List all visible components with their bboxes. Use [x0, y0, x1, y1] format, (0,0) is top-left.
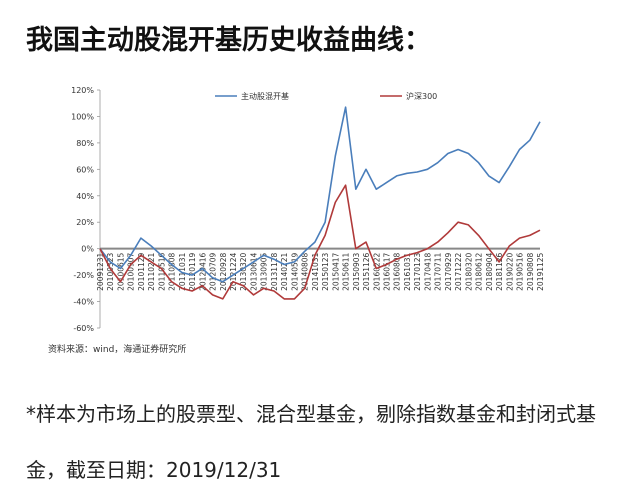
series-line	[99, 184, 541, 300]
y-tick-label: 20%	[76, 218, 94, 227]
y-tick-label: 80%	[76, 139, 94, 148]
y-tick-label: 120%	[71, 86, 94, 95]
x-tick-label: 20120709	[209, 252, 218, 290]
x-tick-label: 20130614	[249, 252, 258, 290]
y-tick-label: 100%	[71, 112, 94, 121]
y-tick-label: 60%	[76, 165, 94, 174]
x-tick-label: 20110516	[157, 252, 166, 290]
y-tick-label: 0%	[81, 245, 94, 254]
x-tick-label: 20140221	[280, 252, 289, 290]
x-tick-label: 20101129	[137, 252, 146, 290]
x-tick-label: 20161031	[403, 252, 412, 290]
heading: 我国主动股混开基历史收益曲线：	[26, 25, 431, 56]
x-tick-label: 20150903	[352, 252, 361, 290]
y-tick-label: 40%	[76, 192, 94, 201]
series-line	[99, 106, 541, 283]
y-tick-label: -40%	[73, 298, 94, 307]
x-tick-label: 20091231	[96, 252, 105, 290]
y-tick-label: -60%	[73, 324, 94, 333]
x-tick-label: 20170929	[444, 252, 453, 290]
x-tick-label: 20180612	[475, 252, 484, 290]
x-tick-label: 20111031	[178, 252, 187, 290]
x-tick-label: 20120416	[198, 252, 207, 290]
x-tick-label: 20160222	[372, 252, 381, 290]
x-tick-label: 20110221	[147, 252, 156, 290]
x-tick-label: 20120119	[188, 252, 197, 290]
x-tick-label: 20191125	[536, 252, 545, 290]
x-tick-label: 20141031	[311, 252, 320, 290]
x-tick-label: 20170711	[434, 252, 443, 290]
x-tick-label: 20160517	[383, 252, 392, 290]
x-tick-label: 20151126	[362, 252, 371, 290]
x-tick-label: 20170418	[423, 252, 432, 290]
x-tick-label: 20171222	[454, 252, 463, 290]
x-tick-label: 20150611	[342, 252, 351, 290]
legend-label: 主动股混开基	[241, 91, 289, 101]
x-tick-label: 20190516	[516, 252, 525, 290]
x-tick-label: 20120928	[219, 252, 228, 290]
x-tick-label: 20190220	[505, 252, 514, 290]
x-tick-label: 20100615	[116, 252, 125, 290]
x-tick-label: 20170123	[413, 252, 422, 290]
x-tick-label: 20150417	[331, 252, 340, 290]
chart: 资料来源：wind，海通证券研究所 -60% -40% -20% 0% 20% 40% 60…	[48, 86, 545, 355]
legend-label: 沪深300	[406, 91, 437, 101]
x-tick-label: 20100907	[127, 252, 136, 290]
x-tick-label: 20180320	[464, 252, 473, 290]
x-tick-label: 20160808	[393, 252, 402, 290]
x-tick-label: 20121224	[229, 252, 238, 290]
x-tick-label: 20140519	[290, 252, 299, 290]
x-tick-label: 20181126	[495, 252, 504, 290]
x-tick-label: 20180904	[485, 252, 494, 290]
x-tick-label: 20100323	[106, 252, 115, 290]
x-tick-label: 20131128	[270, 252, 279, 290]
x-tick-label: 20140808	[301, 252, 310, 290]
x-tick-label: 20130320	[239, 252, 248, 290]
y-tick-label: -20%	[73, 271, 94, 280]
x-tick-label: 20110808	[168, 252, 177, 290]
x-tick-label: 20130905	[260, 252, 269, 290]
footnote: *样本为市场上的股票型、混合型基金，剔除指数基金和封闭式基金，截至日期：2019…	[26, 402, 596, 482]
source: 资料来源：wind，海通证券研究所	[48, 343, 186, 355]
x-tick-label: 20190808	[526, 252, 535, 290]
x-tick-label: 20150123	[321, 252, 330, 290]
